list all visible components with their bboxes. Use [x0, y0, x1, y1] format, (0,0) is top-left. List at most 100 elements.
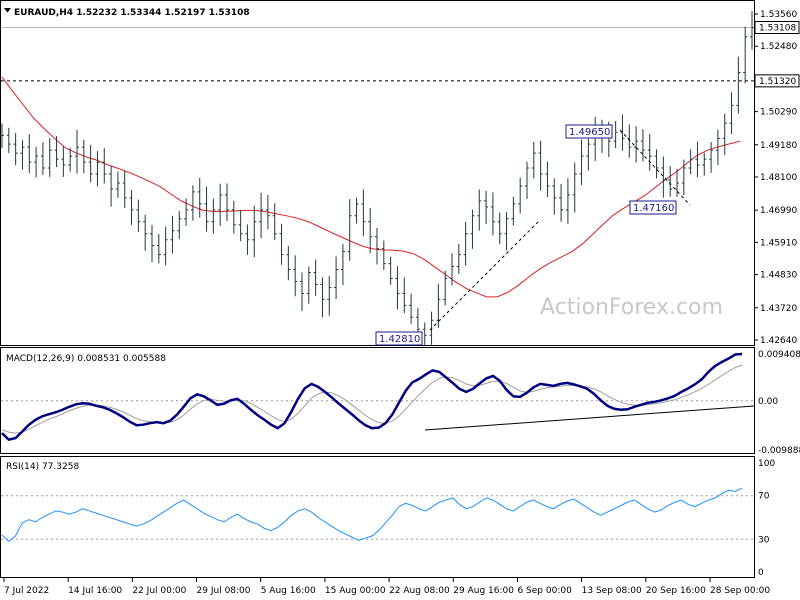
price-bar [715, 129, 720, 165]
price-bar [218, 183, 223, 226]
price-bar [163, 226, 168, 266]
dropdown-triangle-icon[interactable] [4, 8, 11, 13]
price-tick-label: 1.50290 [760, 108, 797, 118]
price-bar [354, 197, 359, 224]
price-bar [252, 205, 257, 258]
time-tick-label: 5 Aug 16:00 [261, 586, 316, 596]
price-panel-title: EURAUD,H4 1.52232 1.53344 1.52197 1.5310… [14, 8, 250, 18]
price-bar [661, 156, 666, 198]
macd-panel: MACD(12,26,9) 0.008531 0.005588 0.009408… [0, 347, 800, 456]
price-bar [497, 212, 502, 244]
price-bar [702, 152, 707, 176]
price-bar [743, 26, 748, 84]
time-tick-label: 7 Jul 2022 [4, 586, 49, 596]
price-tick-label: 1.48100 [760, 173, 797, 183]
price-bar [177, 211, 182, 240]
price-bar [54, 136, 59, 167]
price-bar [327, 276, 332, 316]
price-bar [109, 166, 114, 207]
price-bar [552, 178, 557, 215]
price-bar [634, 126, 639, 163]
price-bar [668, 166, 673, 197]
rsi-panel-title: RSI(14) 77.3258 [6, 462, 79, 472]
price-bar [450, 253, 454, 286]
price-bar [613, 120, 618, 149]
price-bar [211, 198, 216, 234]
price-bar [368, 207, 373, 254]
price-bar [484, 190, 489, 224]
price-bar [197, 177, 202, 218]
svg-text:1.53108: 1.53108 [759, 23, 796, 33]
trend-line-upper [619, 129, 691, 206]
svg-text:1.51320: 1.51320 [759, 77, 796, 87]
price-bar [0, 123, 4, 148]
price-bar [436, 283, 441, 328]
price-bar [681, 159, 686, 196]
price-tick-label: 1.42640 [760, 336, 797, 346]
price-bar [265, 194, 270, 230]
price-bar [286, 246, 291, 281]
macd-tick-label: -0.009888 [758, 446, 800, 456]
price-bar [245, 224, 250, 255]
price-bar [259, 192, 264, 239]
price-bar [143, 214, 148, 251]
price-bar [27, 134, 32, 173]
rsi-panel: RSI(14) 77.3258 100 70 30 0 [0, 456, 775, 578]
price-bar [559, 184, 564, 222]
time-tick-label: 22 Jul 00:00 [132, 586, 186, 596]
price-bar [640, 129, 645, 162]
price-bar [654, 149, 659, 179]
time-tick-label: 28 Sep 00:00 [710, 586, 770, 596]
price-bar [525, 161, 529, 200]
rsi-tick-label: 0 [758, 568, 764, 578]
price-bar [402, 277, 407, 314]
price-bar [538, 140, 543, 191]
price-bar [150, 224, 154, 263]
macd-tick-label: 0.009408 [758, 350, 800, 360]
price-bar [300, 272, 304, 311]
price-bar [136, 199, 141, 232]
callout-142810: 1.42810 [375, 331, 423, 346]
time-tick-label: 29 Aug 16:00 [453, 586, 514, 596]
price-bar [409, 293, 414, 324]
price-bar [170, 215, 175, 254]
price-bar [40, 142, 45, 175]
macd-panel-title: MACD(12,26,9) 0.008531 0.005588 [6, 354, 166, 364]
price-bar [293, 255, 298, 297]
price-bar [565, 178, 570, 224]
price-tick-label: 1.45910 [760, 238, 797, 248]
price-bar [750, 11, 754, 50]
price-bar [75, 129, 79, 174]
price-bar [184, 198, 189, 226]
price-bar [443, 270, 448, 306]
price-tick-label: 1.43720 [760, 304, 797, 314]
price-bar [518, 177, 523, 214]
price-bar [647, 133, 652, 171]
price-bar [47, 138, 52, 177]
time-tick-label: 20 Sep 16:00 [646, 586, 706, 596]
price-bar [531, 141, 536, 179]
price-bar [61, 146, 66, 177]
price-bar [361, 189, 366, 237]
price-bar [381, 240, 386, 270]
price-bar [456, 243, 461, 274]
price-bar [68, 148, 73, 172]
time-tick-label: 14 Jul 16:00 [68, 586, 122, 596]
time-tick-label: 6 Sep 00:00 [517, 586, 572, 596]
price-bar [34, 146, 39, 178]
price-bar [190, 185, 195, 221]
price-bar [572, 162, 577, 213]
price-bar [129, 190, 134, 226]
callout-147160: 1.47160 [629, 200, 677, 215]
price-bar [313, 259, 318, 296]
price-bar [395, 266, 400, 310]
price-bar [320, 277, 325, 318]
price-bar [279, 223, 284, 265]
time-tick-label: 15 Aug 00:00 [325, 586, 386, 596]
macd-main-line [1, 352, 743, 441]
price-tick-label: 1.46990 [760, 206, 797, 216]
price-axis-ticks: 1.53560 1.52480 1.51320 1.50290 1.49180 1.481… [754, 10, 797, 346]
price-bar [545, 161, 550, 197]
svg-text:1.49650: 1.49650 [569, 127, 610, 138]
